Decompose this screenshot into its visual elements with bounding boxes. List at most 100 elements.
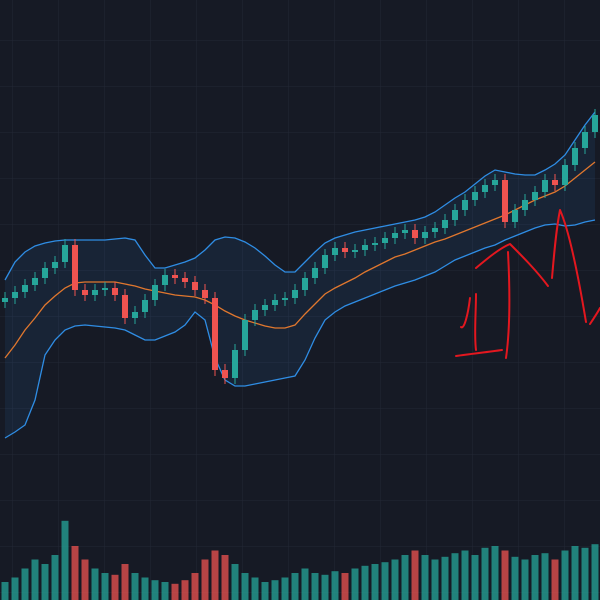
candle-body [12,292,18,298]
candle-body [52,262,58,268]
candle-body [462,200,468,210]
candle-body [162,275,168,285]
candle-body [282,298,288,300]
volume-bar [431,559,439,600]
candle-body [132,312,138,318]
candle-body [142,300,148,312]
candle-body [72,245,78,290]
candle-body [292,290,298,298]
volume-bar [551,559,559,600]
candle-body [422,232,428,238]
volume-bar [141,577,149,600]
volume-bar [111,574,119,600]
volume-bar [91,568,99,600]
volume-bar [391,559,399,600]
volume-bar [291,573,299,600]
volume-bar [341,573,349,600]
volume-bar [371,564,379,600]
volume-bar [331,571,339,600]
candle-body [372,243,378,245]
candle-body [342,248,348,252]
volume-bar [51,555,59,600]
volume-bar [571,546,579,600]
volume-bar [211,550,219,600]
candle-body [272,300,278,305]
candle-body [362,245,368,250]
candle-body [22,285,28,292]
candle-body [192,282,198,290]
candle-body [352,250,358,252]
candle-body [182,278,188,282]
candle-body [92,290,98,295]
volume-bar [201,559,209,600]
candle-body [432,228,438,232]
candle-body [232,350,238,378]
volume-bar [321,574,329,600]
band-fill [5,112,595,438]
volume-bar [411,550,419,600]
candle-body [382,238,388,243]
volume-bar [1,582,9,600]
candle-body [472,192,478,200]
candle-body [482,185,488,192]
plot [1,109,599,600]
volume-bar [591,544,599,600]
volume-bar [231,564,239,600]
volume-bar [531,555,539,600]
candle-body [32,278,38,285]
volume-bar [31,559,39,600]
volume-bar [171,583,179,600]
candle-body [122,295,128,318]
candle-body [492,180,498,185]
candle-body [312,268,318,278]
volume-bar [181,580,189,600]
volume-bar [471,555,479,600]
volume-bar [561,550,569,600]
candle-body [452,210,458,220]
volume-bar [131,573,139,600]
volume-bar [401,555,409,600]
volume-bar [61,520,69,600]
candle-body [542,180,548,192]
candle-body [572,148,578,165]
volume-bar [351,568,359,600]
candle-body [2,298,8,302]
candle-body [302,278,308,290]
volume-bar [271,580,279,600]
candle-body [42,268,48,278]
volume-bar [41,564,49,600]
annotation-stroke [455,293,503,357]
candle-body [262,305,268,310]
annotation-stroke [475,243,549,359]
volume-bar [71,546,79,600]
candle-body [522,200,528,210]
volume-bar [461,550,469,600]
candle-body [502,180,508,222]
candle-body [212,298,218,370]
volume-bar [381,562,389,600]
candle-body [62,245,68,262]
candle-body [252,310,258,320]
volume-bar [151,580,159,600]
volume-bar [11,577,19,600]
volume-bar [101,573,109,600]
volume-bar [281,577,289,600]
candle-body [442,220,448,228]
candle-body [332,248,338,255]
candle-body [112,288,118,295]
volume-bar [241,573,249,600]
candle-body [102,288,108,290]
volume-bar [511,556,519,600]
volume-bar [121,564,129,600]
candle-body [562,165,568,185]
volume-bar [81,559,89,600]
volume-bar [361,565,369,600]
candle-body [592,115,598,132]
candle-body [552,180,558,185]
volume-bar [21,568,29,600]
candle-body [222,370,228,378]
volume-bar [491,546,499,600]
candle-body [512,210,518,222]
volume-bar [451,553,459,600]
